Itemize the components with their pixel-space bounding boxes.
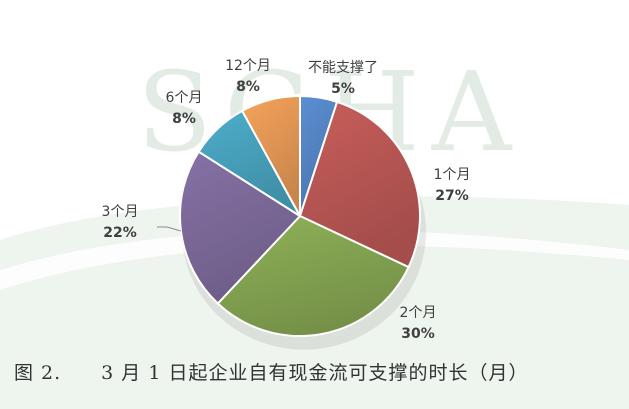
slice-percent: 22%: [103, 225, 137, 241]
pie-slice-3: [179, 150, 302, 305]
slice-percent: 27%: [435, 188, 469, 204]
watermark-swoosh-light: [0, 229, 629, 290]
figure-caption: 图 2. 3 月 1 日起企业自有现金流可支撑的时长（月）: [14, 362, 529, 384]
slice-label-1: 1个月 27%: [392, 165, 512, 207]
slice-percent: 5%: [331, 81, 355, 97]
pie-slice-2: [216, 214, 410, 337]
slice-percent: 8%: [236, 79, 260, 95]
pie-slice-1: [298, 100, 421, 269]
slice-name: 1个月: [433, 167, 471, 183]
slice-name: 3个月: [101, 204, 139, 220]
slice-label-3: 3个月 22%: [60, 202, 180, 244]
slice-name: 12个月: [225, 58, 271, 74]
slice-percent: 8%: [172, 111, 196, 127]
slice-name: 6个月: [165, 90, 203, 106]
slice-percent: 30%: [401, 326, 435, 342]
slice-label-5: 12个月 8%: [188, 56, 308, 98]
slice-name: 不能支撑了: [308, 60, 378, 76]
pie-slice-5: [240, 94, 301, 217]
slice-label-2: 2个月 30%: [358, 303, 478, 345]
slice-name: 2个月: [399, 305, 437, 321]
slice-label-0: 不能支撑了 5%: [283, 58, 403, 100]
leader-line-3: [156, 226, 182, 232]
slice-label-4: 6个月 8%: [124, 88, 244, 130]
